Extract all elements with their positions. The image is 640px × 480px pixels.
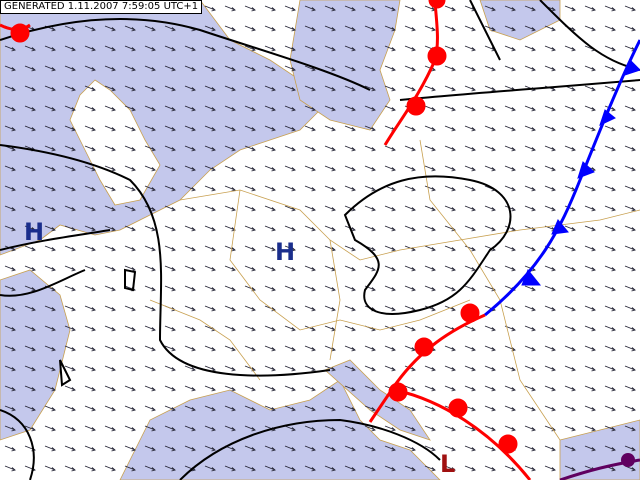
high-pressure-label: H [24,218,45,246]
front-blue [484,39,640,317]
generated-stamp: GENERATED 1.11.2007 7:59:05 UTC+1 [0,0,203,14]
high-pressure-label: H [275,238,296,266]
low-pressure-label: L [440,450,456,478]
front-symbol [621,453,635,467]
fronts-red [0,0,532,480]
